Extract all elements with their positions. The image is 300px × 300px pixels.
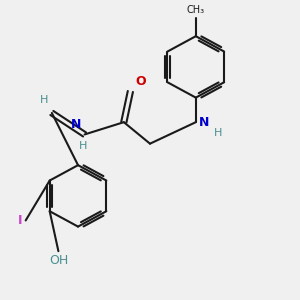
Text: H: H [79,141,87,151]
Text: N: N [199,116,209,129]
Text: I: I [18,214,22,227]
Text: CH₃: CH₃ [187,5,205,15]
Text: H: H [214,128,222,138]
Text: H: H [40,95,49,105]
Text: O: O [135,75,146,88]
Text: OH: OH [49,254,68,267]
Text: N: N [71,118,81,131]
